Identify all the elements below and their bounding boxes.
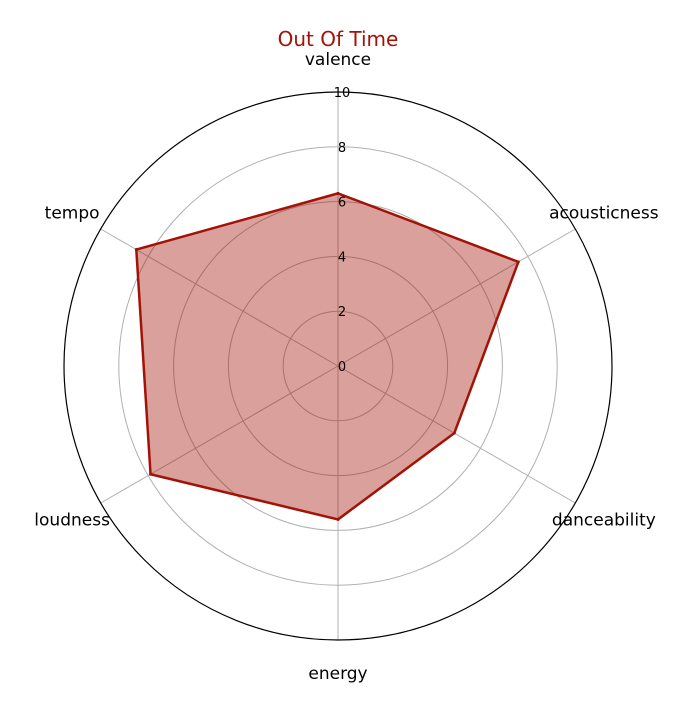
category-label-energy: energy: [308, 664, 367, 684]
category-labels: valence acousticness danceability energy lou…: [34, 50, 658, 684]
data-point-valence: [336, 191, 340, 195]
category-label-danceability: danceability: [552, 511, 656, 531]
radar-grid: [63, 91, 613, 641]
tick-label: 4: [338, 250, 346, 265]
series-area: [136, 193, 519, 520]
series-layer: [134, 191, 520, 521]
spoke-loudness: [100, 365, 339, 504]
tick-label: 6: [338, 196, 346, 211]
data-point-loudness: [149, 472, 153, 476]
tick-label: 2: [338, 305, 346, 320]
tick-label: 10: [334, 86, 351, 101]
category-label-valence: valence: [305, 50, 371, 70]
spoke-acousticness: [337, 228, 576, 367]
radial-tick-labels: 0 2 4 6 8 10: [334, 86, 351, 375]
category-label-tempo: tempo: [45, 204, 100, 224]
tick-label: 0: [338, 360, 346, 375]
category-label-acousticness: acousticness: [549, 204, 659, 224]
spoke-danceability: [337, 365, 576, 504]
data-point-energy: [336, 517, 340, 521]
category-label-loudness: loudness: [34, 511, 110, 531]
data-point-danceability: [452, 431, 456, 435]
data-point-acousticness: [516, 260, 520, 264]
data-point-tempo: [134, 248, 138, 252]
chart-title: Out Of Time: [278, 27, 399, 51]
tick-label: 8: [338, 141, 346, 156]
spoke-tempo: [100, 228, 339, 367]
outer-ring: [63, 91, 613, 641]
